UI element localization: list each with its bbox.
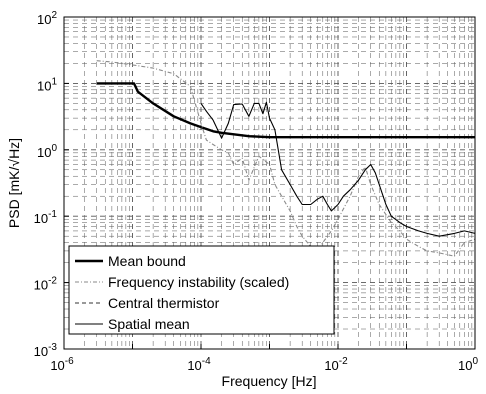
y-tick-label: 101 xyxy=(37,76,57,93)
x-tick-labels: 10-6 10-4 10-2 100 xyxy=(50,356,478,373)
series-line-3 xyxy=(200,101,476,237)
series-line-0 xyxy=(96,82,475,139)
legend-label-1: Frequency instability (scaled) xyxy=(108,274,289,290)
grid-lines xyxy=(63,16,476,350)
x-tick-label: 100 xyxy=(458,356,478,373)
y-axis-label: PSD [mK/√Hz] xyxy=(6,138,22,228)
y-tick-label: 100 xyxy=(37,143,57,160)
plot-frame xyxy=(63,16,476,350)
x-tick-label: 10-2 xyxy=(324,356,348,373)
legend-label-3: Spatial mean xyxy=(108,316,190,332)
legend-box xyxy=(68,245,335,335)
y-tick-labels: 10-3 10-2 10-1 100 101 102 xyxy=(34,10,58,359)
legend-label-0: Mean bound xyxy=(108,253,186,269)
x-tick-label: 10-4 xyxy=(187,356,211,373)
legend-label-2: Central thermistor xyxy=(108,295,220,311)
y-tick-label: 10-1 xyxy=(34,209,58,226)
x-tick-label: 10-6 xyxy=(50,356,74,373)
y-tick-label: 10-3 xyxy=(34,342,58,359)
series-line-1 xyxy=(96,60,476,257)
x-axis-label: Frequency [Hz] xyxy=(222,373,317,389)
y-tick-label: 10-2 xyxy=(34,276,58,293)
y-tick-label: 102 xyxy=(37,10,57,27)
data-series xyxy=(96,60,476,257)
legend: Mean bound Frequency instability (scaled)… xyxy=(68,245,335,335)
